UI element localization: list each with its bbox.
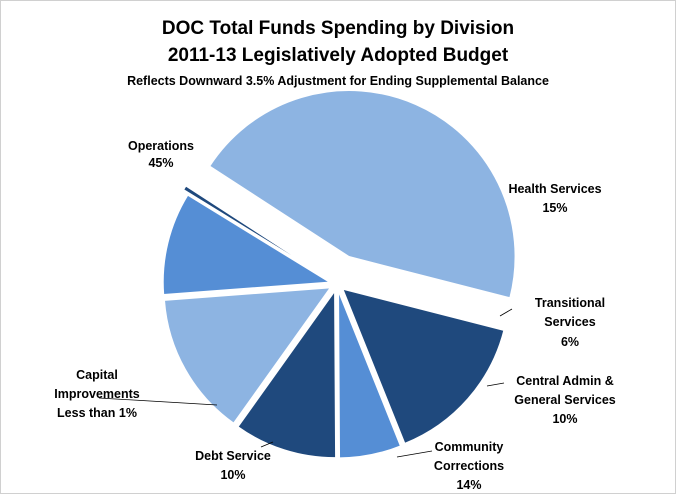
- label-transitional-pct: 6%: [561, 335, 579, 349]
- label-community-pct: 14%: [456, 478, 481, 492]
- pie-slice-central: [237, 290, 337, 459]
- pie-slice-operations: [209, 90, 516, 299]
- pie-slice-debt: [162, 194, 331, 296]
- pie-slice-community: [163, 287, 332, 424]
- leader-transitional: [499, 308, 513, 317]
- leader-debt: [260, 441, 274, 448]
- label-capital-line2: Improvements: [54, 387, 139, 401]
- label-debt-pct: 10%: [220, 468, 245, 482]
- pie-slice-capital: [183, 185, 326, 277]
- label-debt-name: Debt Service: [195, 449, 271, 463]
- pie-slice-transitional: [338, 291, 402, 459]
- label-transitional-line1: Transitional: [535, 296, 605, 310]
- label-health-name: Health Services: [508, 182, 601, 196]
- label-central-pct: 10%: [552, 412, 577, 426]
- chart-title: DOC Total Funds Spending by Division: [162, 18, 514, 39]
- label-operations-name: Operations: [128, 139, 194, 153]
- leader-central: [486, 382, 505, 387]
- label-community-line1: Community: [435, 440, 504, 454]
- label-community-line2: Corrections: [434, 459, 504, 473]
- chart-subtitle: 2011-13 Legislatively Adopted Budget: [168, 45, 509, 66]
- pie-slice-health: [342, 288, 505, 444]
- label-transitional-line2: Services: [544, 315, 595, 329]
- pie-slices: [162, 90, 516, 459]
- leader-capital: [98, 397, 218, 406]
- label-central-line1: Central Admin &: [516, 374, 613, 388]
- label-central-line2: General Services: [514, 393, 616, 407]
- label-health-pct: 15%: [542, 201, 567, 215]
- leader-community: [396, 450, 433, 458]
- label-capital-line1: Capital: [76, 368, 118, 382]
- label-capital-pct: Less than 1%: [57, 406, 137, 420]
- label-operations-pct: 45%: [148, 156, 173, 170]
- chart-note: Reflects Downward 3.5% Adjustment for En…: [127, 74, 549, 88]
